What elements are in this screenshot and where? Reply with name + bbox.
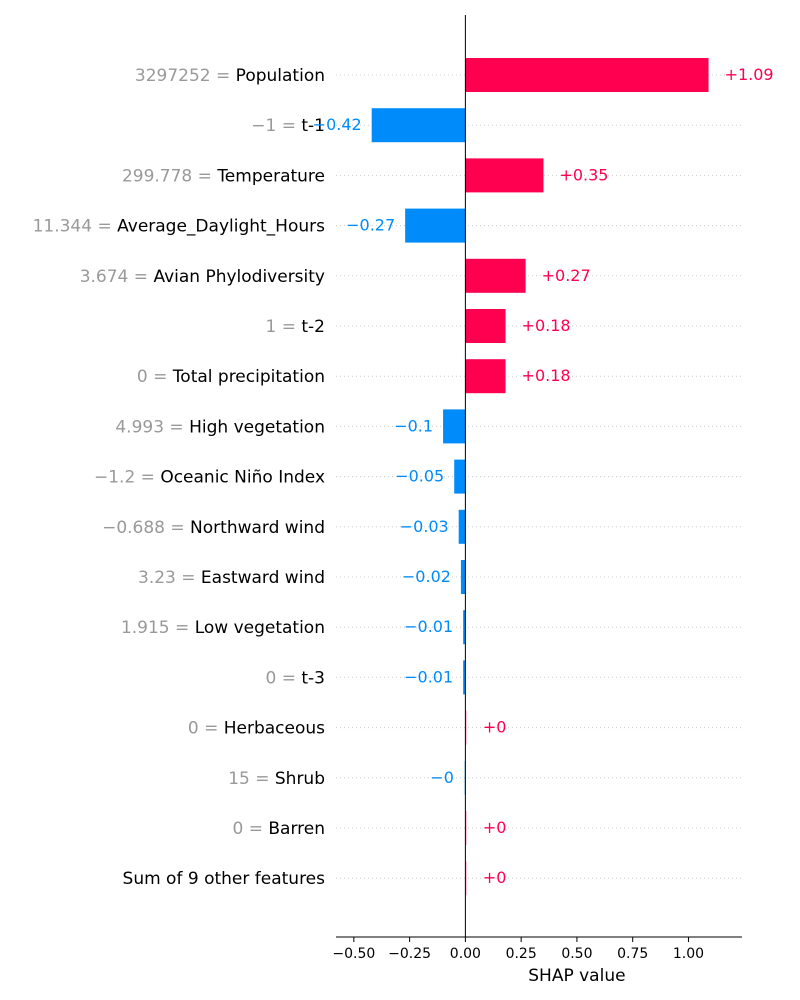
feature-label: Sum of 9 other features [123, 869, 326, 889]
bar-t-1 [371, 108, 466, 143]
bar-value-label: −0.03 [400, 517, 449, 536]
bar-oceanic-ni-o-index [454, 459, 466, 494]
feature-value: 4.993 = [115, 417, 189, 437]
feature-value: −1 = [251, 116, 301, 136]
feature-name: Eastward wind [201, 568, 325, 588]
bar-value-label: +0 [483, 868, 507, 887]
x-tick-label: 1.00 [673, 946, 704, 962]
feature-label: 0 = Herbaceous [188, 719, 325, 739]
feature-label: 3297252 = Population [135, 66, 325, 86]
x-tick-label: 0.50 [561, 946, 592, 962]
feature-label: 0 = t-3 [266, 668, 326, 688]
feature-label: −0.688 = Northward wind [102, 518, 325, 538]
feature-label: −1 = t-1 [251, 116, 325, 136]
x-tick-label: 0.75 [617, 946, 648, 962]
feature-value: 299.778 = [122, 166, 217, 186]
bar-value-label: +0.18 [522, 316, 571, 335]
feature-name: Herbaceous [224, 719, 325, 739]
x-tick-label: 0.00 [450, 946, 481, 962]
feature-value: 3297252 = [135, 66, 236, 86]
feature-value: 11.344 = [33, 217, 118, 237]
feature-value: 3.23 = [138, 568, 201, 588]
feature-value: 0 = [137, 367, 173, 387]
bar-value-label: +0 [483, 818, 507, 837]
feature-value: −0.688 = [102, 518, 190, 538]
feature-label: 4.993 = High vegetation [115, 417, 325, 437]
bar-high-vegetation [443, 409, 466, 444]
feature-label: 15 = Shrub [228, 769, 325, 789]
bar-value-label: +0.35 [559, 165, 608, 184]
feature-label: 11.344 = Average_Daylight_Hours [33, 217, 326, 237]
feature-label: 299.778 = Temperature [122, 166, 325, 186]
feature-label: 3.23 = Eastward wind [138, 568, 325, 588]
feature-name: t-3 [301, 668, 325, 688]
bar-shrub [463, 760, 466, 795]
feature-name: t-1 [301, 116, 325, 136]
feature-name: Total precipitation [172, 367, 325, 387]
bar-sum-of-9-other-features [465, 861, 467, 896]
x-tick-label: −0.50 [332, 946, 375, 962]
bar-value-label: −0.01 [404, 667, 453, 686]
bar-total-precipitation [465, 359, 506, 394]
bar-value-label: −0.27 [346, 216, 395, 235]
feature-label: −1.2 = Oceanic Niño Index [94, 468, 325, 488]
feature-value: 0 = [188, 719, 224, 739]
x-axis-title: SHAP value [528, 966, 625, 986]
bar-value-label: −0.1 [394, 416, 433, 435]
feature-name: Oceanic Niño Index [160, 468, 325, 488]
feature-name: Shrub [275, 769, 325, 789]
feature-label: 1.915 = Low vegetation [121, 618, 325, 638]
feature-value: 3.674 = [80, 267, 154, 287]
bars [371, 58, 709, 896]
feature-name: High vegetation [189, 417, 325, 437]
feature-value: −1.2 = [94, 468, 160, 488]
feature-name: Average_Daylight_Hours [117, 217, 325, 237]
feature-value: 0 = [233, 819, 269, 839]
feature-value: 0 = [266, 668, 302, 688]
feature-name: Temperature [216, 166, 325, 186]
bar-value-label: −0.01 [404, 617, 453, 636]
bar-temperature [465, 158, 544, 193]
feature-name: Northward wind [190, 518, 325, 538]
bar-value-label: −0.05 [395, 467, 444, 486]
x-axis: −0.50 −0.25 0.00 0.25 0.50 0.75 1.00 [332, 936, 742, 962]
bar-low-vegetation [463, 610, 466, 645]
bar-t-3 [463, 660, 466, 695]
feature-value: 1 = [266, 317, 302, 337]
bar-herbaceous [465, 710, 467, 745]
feature-name: Low vegetation [195, 618, 325, 638]
bar-barren [465, 811, 467, 845]
bar-value-label: +1.09 [725, 65, 774, 84]
bar-value-label: +0 [483, 718, 507, 737]
feature-value: 1.915 = [121, 618, 195, 638]
bar-value-labels: +1.09 −0.42 +0.35 −0.27 +0.27 +0.18 +0.18 −0.1 −… [313, 65, 774, 887]
bar-avian-phylodiversity [465, 258, 526, 293]
feature-name: Sum of 9 other features [123, 869, 326, 889]
bar-northward-wind [458, 509, 466, 544]
feature-label: 3.674 = Avian Phylodiversity [80, 267, 325, 287]
feature-label: 1 = t-2 [266, 317, 326, 337]
feature-value: 15 = [228, 769, 275, 789]
bar-value-label: −0.42 [313, 115, 362, 134]
bar-value-label: +0.27 [542, 266, 591, 285]
feature-name: Avian Phylodiversity [153, 267, 325, 287]
bar-value-label: −0.02 [402, 567, 451, 586]
bar-average-daylight-hours [405, 208, 466, 243]
feature-name: t-2 [301, 317, 325, 337]
bar-population [465, 58, 709, 92]
bar-t-2 [465, 309, 506, 343]
x-tick-label: 0.25 [506, 946, 537, 962]
bar-value-label: −0 [430, 768, 454, 787]
feature-labels: 3297252 = Population −1 = t-1 299.778 = Te… [33, 66, 326, 889]
feature-name: Population [236, 66, 325, 86]
bar-eastward-wind [460, 560, 466, 594]
bar-value-label: +0.18 [522, 366, 571, 385]
feature-label: 0 = Barren [233, 819, 326, 839]
feature-name: Barren [268, 819, 325, 839]
x-tick-label: −0.25 [388, 946, 431, 962]
feature-label: 0 = Total precipitation [137, 367, 325, 387]
